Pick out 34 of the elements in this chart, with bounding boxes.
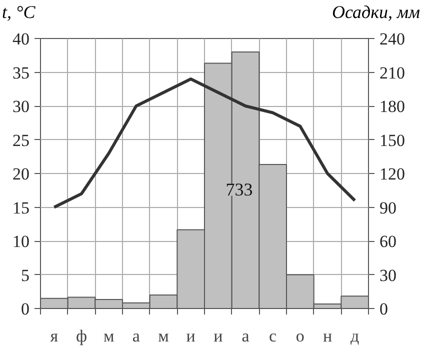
y-tick-label: 25 [12, 130, 30, 150]
y-tick-label: 40 [12, 30, 30, 48]
x-tick-label: с [269, 326, 278, 346]
x-tick-label: о [296, 326, 304, 346]
x-tick-label: а [242, 326, 250, 346]
y-tick-label: 35 [12, 63, 30, 82]
y2-tick-label: 120 [380, 164, 405, 184]
y2-tick-label: 60 [380, 232, 396, 251]
y-tick-label: 20 [12, 164, 30, 184]
line-series [52, 78, 356, 209]
x-tick-label: н [322, 326, 332, 346]
y2-tick-label: 180 [380, 97, 405, 116]
x-tick-label: м [103, 326, 114, 346]
x-tick-label: д [350, 326, 360, 346]
y2-tick-label: 90 [380, 198, 396, 218]
x-tick-label: я [50, 326, 58, 346]
y2-tick-label: 150 [380, 130, 405, 150]
y-axis-title: t, °C [2, 1, 36, 24]
x-tick-label: и [186, 326, 196, 346]
y-tick-label: 10 [12, 232, 30, 251]
y2-axis-title: Осадки, мм [332, 1, 420, 24]
y-tick-label: 30 [12, 97, 30, 116]
y2-tick-label: 0 [380, 300, 388, 318]
y-tick-label: 15 [12, 198, 30, 218]
y-tick-label: 0 [21, 300, 30, 318]
y-tick-label: 5 [21, 266, 30, 285]
y2-tick-label: 210 [380, 63, 405, 82]
y2-tick-label: 30 [380, 266, 396, 285]
x-tick-label: м [158, 326, 170, 346]
y2-tick-label: 240 [380, 30, 405, 48]
annotation: 733 [226, 180, 253, 200]
x-tick-label: ф [76, 326, 88, 346]
x-tick-label: а [132, 326, 140, 346]
x-tick-label: и [214, 326, 223, 346]
